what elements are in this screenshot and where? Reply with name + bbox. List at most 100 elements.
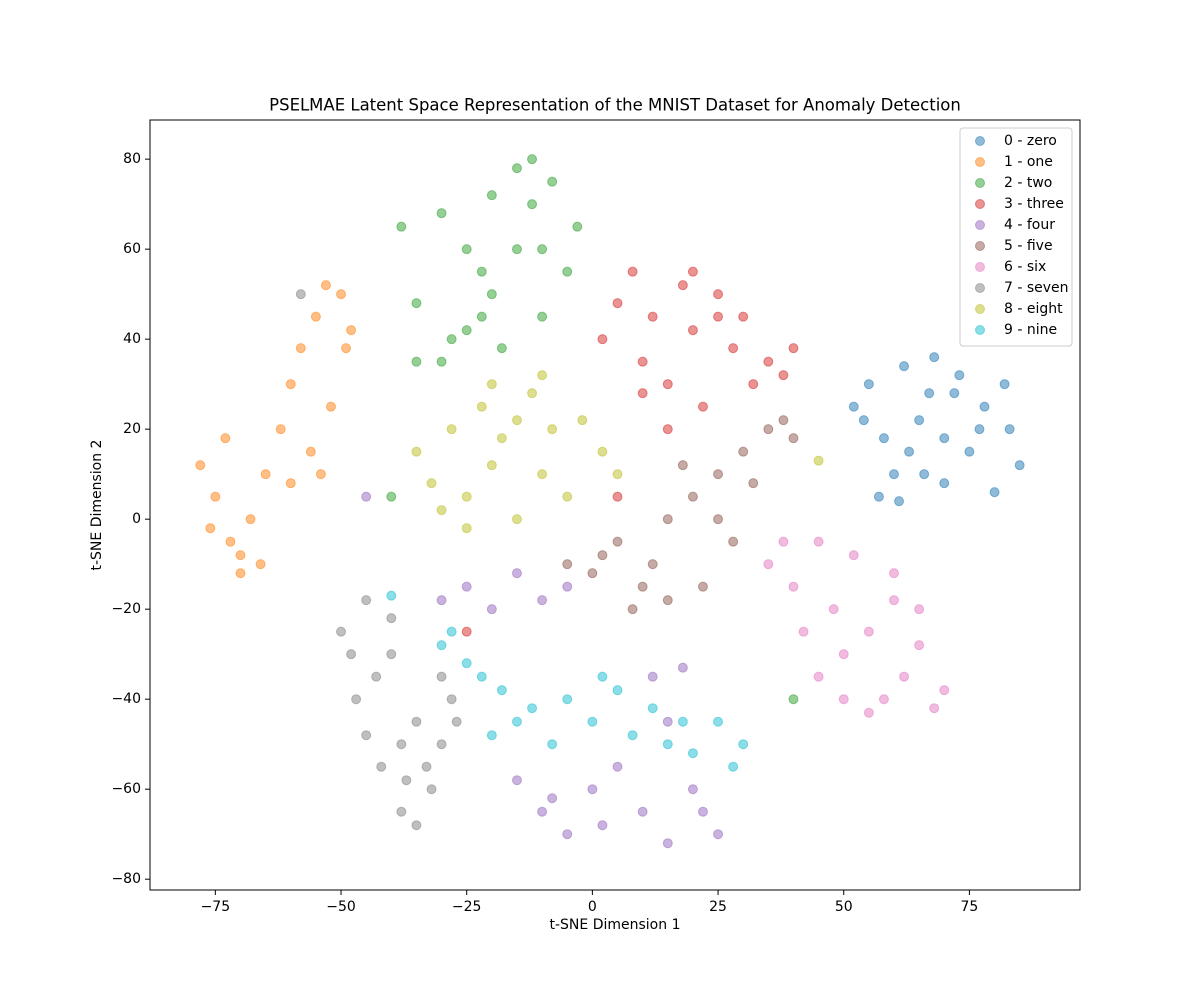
point [436,505,447,516]
point [351,694,362,705]
point [411,820,422,831]
y-tick-label: −40 [111,691,141,707]
series [361,491,724,849]
point [662,379,673,390]
point [476,311,487,322]
point [577,415,588,426]
point [220,433,231,444]
x-tick-label: −50 [326,899,356,915]
point [763,559,774,570]
point [411,716,422,727]
point [336,289,347,300]
point [748,379,759,390]
point [386,649,397,660]
point [597,550,608,561]
point [612,536,623,547]
point [748,478,759,489]
point [647,559,658,570]
series [461,266,799,637]
point [713,829,724,840]
point [295,343,306,354]
series [562,415,799,615]
point [426,784,437,795]
point [511,716,522,727]
point [687,784,698,795]
point [687,491,698,502]
point [647,311,658,322]
point [612,685,623,696]
point [878,694,889,705]
point [436,739,447,750]
point [612,761,623,772]
legend-marker [975,199,985,209]
point [547,793,558,804]
point [738,739,749,750]
point [260,469,271,480]
y-tick-label: 60 [123,241,141,257]
point [547,176,558,187]
point [863,379,874,390]
point [486,604,497,615]
point [954,370,965,381]
point [939,433,950,444]
point [889,469,899,480]
point [662,595,673,606]
point [999,379,1010,390]
point [305,446,316,457]
point [537,469,548,480]
point [486,190,497,201]
point [411,446,422,457]
point [461,581,472,592]
legend-marker [975,241,985,251]
point [315,469,326,480]
point [562,266,573,277]
point [547,739,558,750]
point [511,775,522,786]
point [537,370,548,381]
point [396,221,407,232]
point [914,415,925,426]
point [889,568,899,579]
point [310,311,321,322]
y-tick-label: −60 [111,781,141,797]
point [396,739,407,750]
legend-box [959,127,1073,347]
point [386,590,397,601]
series [195,280,357,579]
series [763,536,950,718]
point [562,829,573,840]
point [929,703,940,714]
point [537,806,548,817]
point [778,370,789,381]
point [939,478,950,489]
point [461,658,472,669]
point [662,739,673,750]
point [496,433,507,444]
point [225,536,236,547]
point [275,424,286,435]
series [411,370,824,534]
point [637,581,648,592]
point [914,604,925,615]
x-tick-label: 25 [709,899,727,915]
point [436,671,447,682]
x-axis-label: t-SNE Dimension 1 [550,917,681,933]
legend-label: 5 - five [1004,238,1053,254]
point [325,401,336,412]
point [627,604,638,615]
point [320,280,331,291]
point [361,491,372,502]
point [285,379,296,390]
point [662,838,673,849]
point [562,581,573,592]
point [828,604,839,615]
legend-label: 3 - three [1004,196,1064,212]
point [813,671,824,682]
y-axis-label: t-SNE Dimension 2 [89,440,105,571]
point [919,469,930,480]
series [848,352,1025,507]
point [562,491,573,502]
point [924,388,935,399]
point [486,289,497,300]
point [687,325,698,336]
